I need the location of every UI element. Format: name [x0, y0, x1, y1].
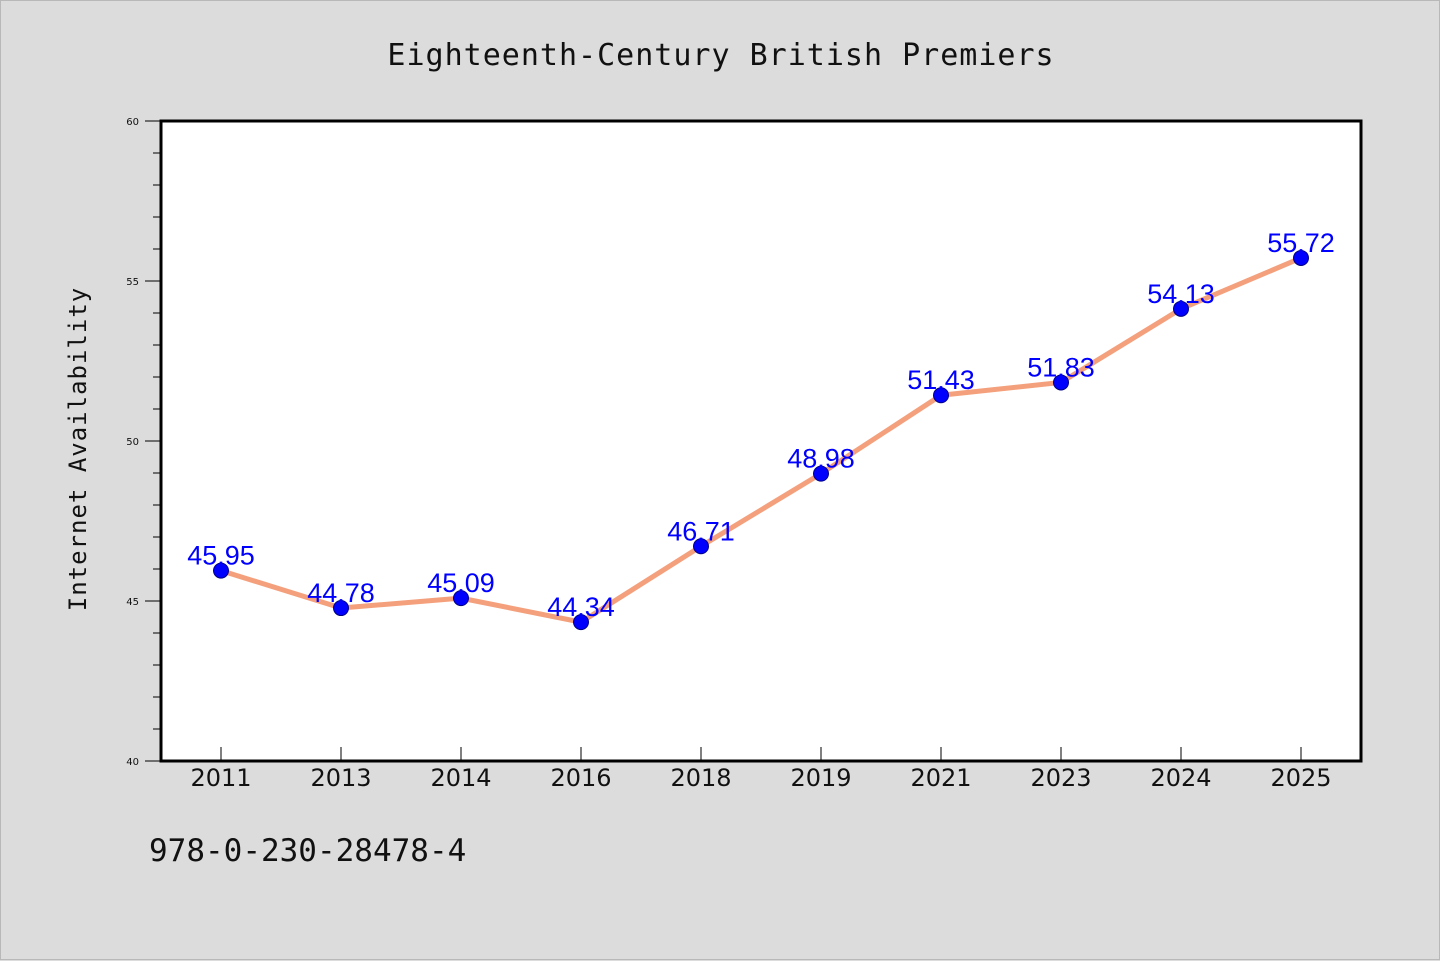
y-tick-label: 40: [126, 757, 139, 768]
y-tick-label: 55: [126, 277, 139, 288]
data-point: [933, 387, 949, 404]
x-tick-label: 2014: [430, 764, 491, 792]
data-label: 51.83: [1027, 352, 1095, 382]
x-tick-label: 2021: [910, 764, 971, 792]
data-label: 44.78: [307, 578, 375, 608]
series-markers: [213, 249, 1309, 631]
data-point: [1053, 374, 1069, 391]
data-label: 51.43: [907, 365, 975, 395]
series-line-group: [218, 255, 1304, 625]
x-tick-label: 2025: [1270, 764, 1331, 792]
data-labels: 45.95 44.78 45.09 44.34 46.71 48.98 51.43 51.83…: [187, 228, 1335, 622]
data-point: [573, 614, 589, 631]
x-tick-label: 2023: [1030, 764, 1091, 792]
data-label: 45.09: [427, 568, 495, 598]
x-axis-ticks: 2011 2013 2014 2016 2018 2019 2021 2023 2024 2025: [190, 747, 1332, 792]
data-label: 44.34: [547, 592, 615, 622]
data-label: 45.95: [187, 541, 255, 571]
data-point: [693, 538, 709, 555]
y-tick-label: 50: [126, 437, 139, 448]
data-point: [333, 600, 349, 617]
data-label: 54.13: [1147, 279, 1215, 309]
data-point: [1293, 249, 1309, 266]
x-tick-label: 2016: [550, 764, 611, 792]
data-point: [813, 465, 829, 482]
y-tick-label: 45: [126, 597, 139, 608]
chart-title: Eighteenth-Century British Premiers: [387, 38, 1054, 73]
data-point: [1173, 300, 1189, 317]
series-line: [218, 255, 1304, 625]
y-axis-label: Internet Availability: [64, 287, 92, 611]
x-tick-label: 2024: [1150, 764, 1211, 792]
plot-frame: [159, 119, 1363, 763]
x-tick-label: 2019: [790, 764, 851, 792]
y-axis-ticks: 40 45 50 55 60: [126, 117, 161, 768]
plot-area: [161, 121, 1361, 761]
data-label: 48.98: [787, 444, 855, 474]
x-tick-label: 2013: [310, 764, 371, 792]
y-tick-label: 60: [126, 117, 139, 128]
x-tick-label: 2018: [670, 764, 731, 792]
isbn-text: 978-0-230-28478-4: [149, 833, 467, 869]
data-point: [453, 590, 469, 607]
data-label: 55.72: [1267, 228, 1335, 258]
data-point: [213, 562, 229, 579]
data-label: 46.71: [667, 516, 735, 546]
x-tick-label: 2011: [190, 764, 251, 792]
